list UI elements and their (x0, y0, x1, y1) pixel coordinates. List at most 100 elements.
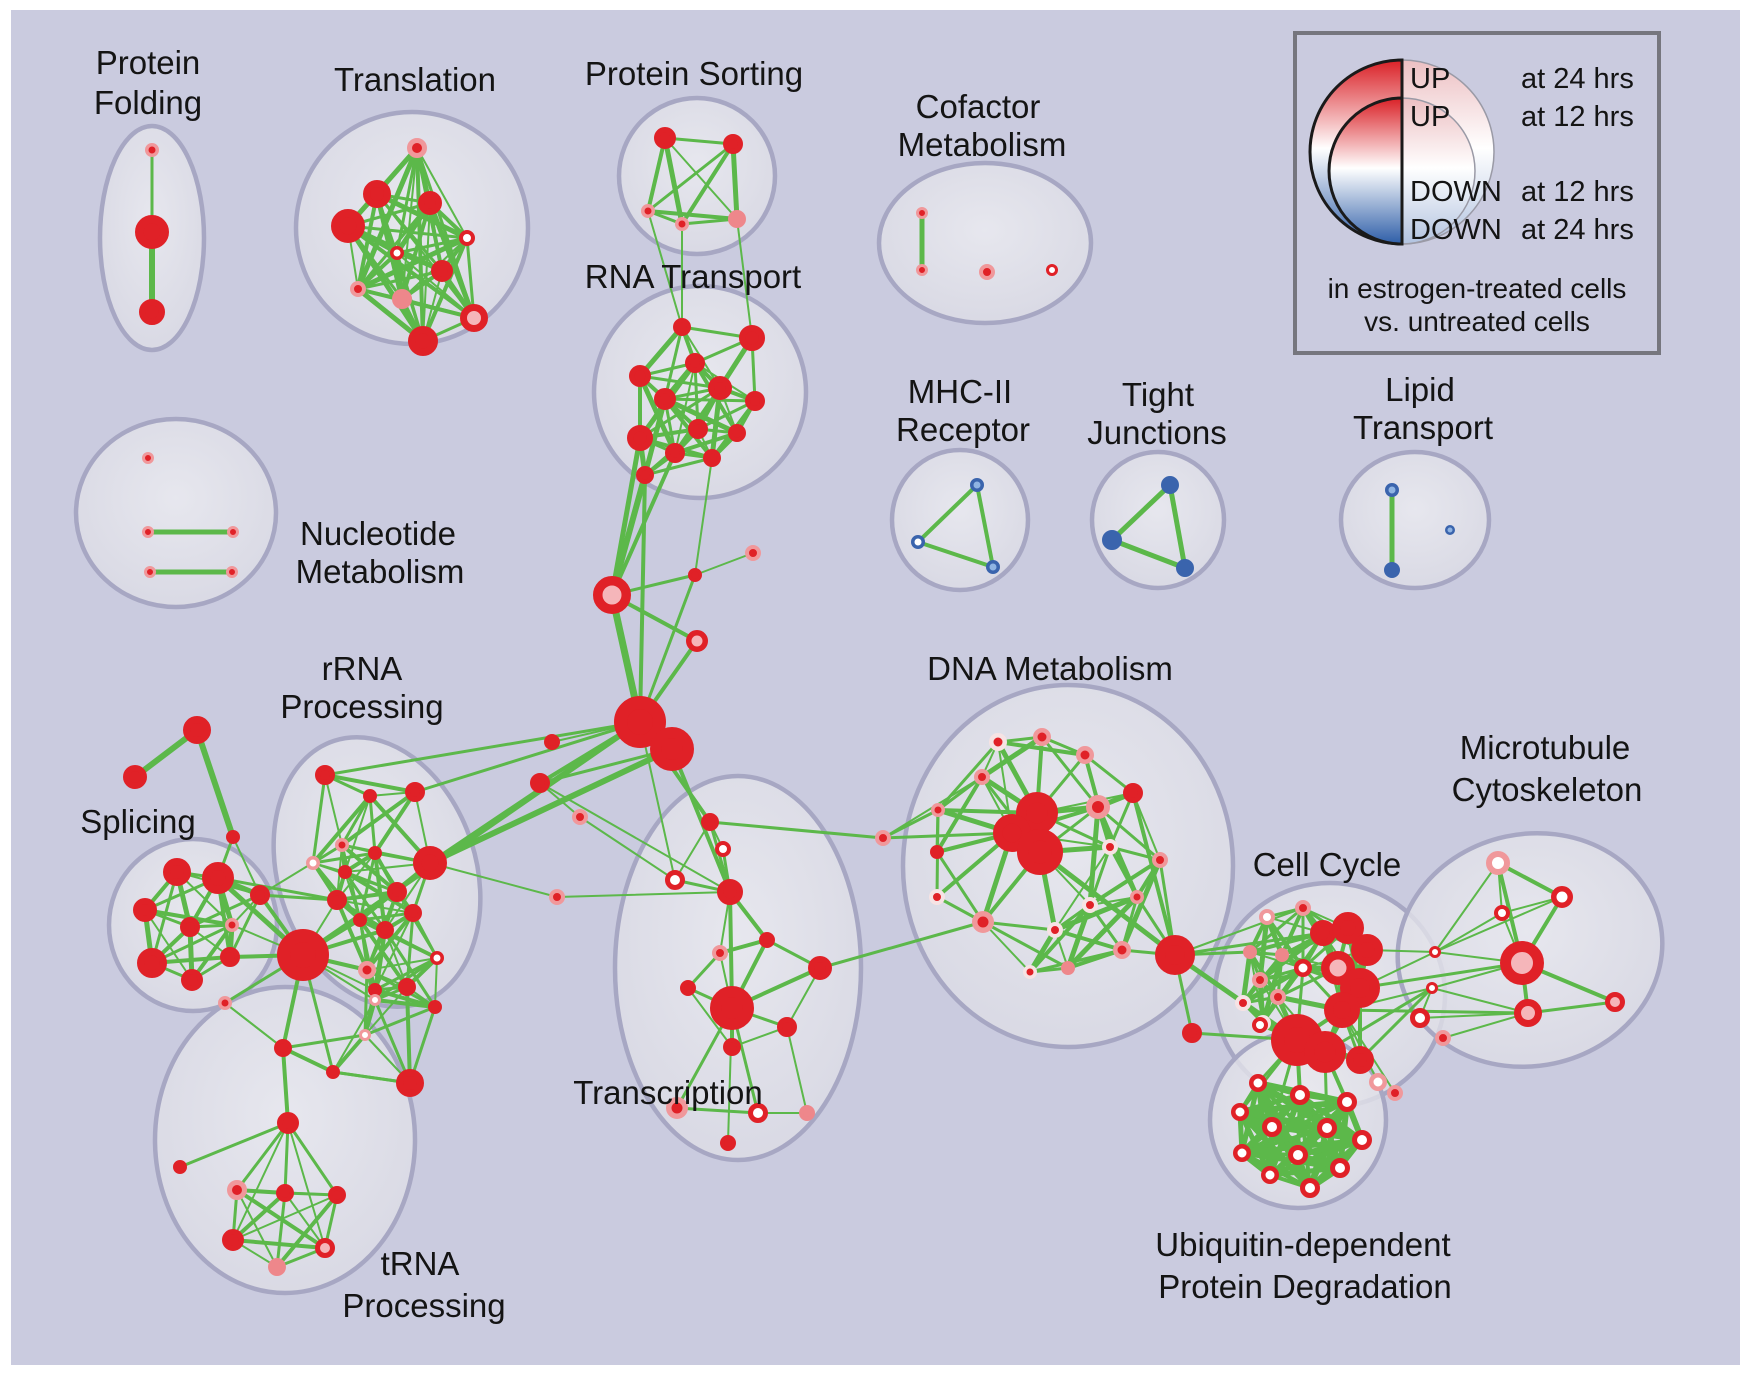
legend-direction-label: UP (1410, 101, 1450, 133)
edge (396, 252, 475, 319)
gene-node-dn-16 (1047, 922, 1063, 938)
edge (670, 747, 732, 894)
gene-node-dn-2 (1076, 746, 1094, 764)
edge (694, 457, 713, 576)
gene-node-ch-4 (614, 696, 666, 748)
gene-node-dn-20 (1061, 961, 1075, 975)
gene-node-ch-1 (688, 568, 702, 582)
edge (818, 920, 985, 970)
gene-node-dn-1 (1033, 728, 1051, 746)
legend-time-label: at 24 hrs (1521, 63, 1634, 95)
edge (235, 1121, 290, 1192)
edge (646, 209, 739, 221)
legend-time-label: at 24 hrs (1521, 214, 1634, 246)
gene-node-ub-12 (1252, 1017, 1268, 1033)
edge (178, 1121, 290, 1169)
edge (1358, 961, 1524, 990)
gene-node-tx-7 (680, 980, 696, 996)
edge (405, 985, 412, 1085)
gene-node-rr-4 (306, 856, 320, 870)
edge (363, 998, 377, 1037)
edge (1434, 912, 1503, 953)
edge (194, 727, 236, 840)
gene-node-tr-4 (459, 230, 475, 246)
edge (982, 921, 1031, 973)
edge (1442, 1012, 1529, 1039)
edge (363, 1005, 437, 1037)
edge (646, 136, 667, 213)
edge (275, 1191, 287, 1269)
legend-time-label: at 12 hrs (1521, 101, 1634, 133)
edge (1340, 1008, 1530, 1015)
edge (228, 893, 262, 959)
edge (680, 142, 735, 226)
edge (647, 210, 683, 328)
gene-node-sp-3 (180, 917, 200, 937)
edge (1526, 1000, 1617, 1015)
gene-node-rr-24 (369, 994, 381, 1006)
edge (1280, 906, 1305, 957)
gene-node-tr-0 (407, 138, 427, 158)
legend-caption: in estrogen-treated cells (1328, 273, 1627, 304)
gene-node-rr-8 (387, 882, 407, 902)
gene-node-rr-16 (398, 978, 416, 996)
gene-node-rr-10 (353, 913, 367, 927)
legend: UP at 24 hrs UP at 12 hrs DOWN at 12 hrs DOWN a… (1293, 31, 1661, 355)
gene-node-cf-0 (916, 207, 928, 219)
gene-node-cc-1 (1295, 900, 1311, 916)
cluster-bubble-nucleotide-metabolism (73, 416, 279, 610)
gene-node-rt-2 (685, 353, 705, 373)
gene-node-sp-8 (250, 885, 270, 905)
gene-node-nm-0 (142, 452, 154, 464)
gene-node-dn-9 (1017, 829, 1063, 875)
cluster-label: Ubiquitin-dependent (1155, 1226, 1450, 1263)
gene-node-dn-8 (993, 814, 1031, 852)
edge (421, 236, 469, 343)
gene-node-tr-5 (390, 246, 404, 260)
gene-node-rr-17 (428, 1000, 442, 1014)
gene-node-tx-15 (720, 1135, 736, 1151)
gene-node-dn-19 (1023, 965, 1037, 979)
edge (1108, 845, 1139, 899)
edge (1120, 895, 1139, 952)
edge (696, 399, 757, 431)
gene-node-rt-7 (688, 419, 708, 439)
gene-node-ub-4 (1262, 1117, 1282, 1137)
edge (1248, 906, 1305, 954)
gene-node-rr-6 (368, 846, 382, 860)
edge (1240, 949, 1253, 1006)
gene-node-mt-1 (1426, 982, 1438, 994)
edge (373, 790, 417, 855)
node-layer (123, 127, 1625, 1276)
edge (1028, 903, 1092, 974)
edge (663, 397, 757, 403)
gene-node-ch-0 (593, 576, 631, 614)
gene-node-dn-13 (1130, 890, 1144, 904)
gene-node-nm-3 (144, 566, 156, 578)
gene-node-tr-3 (331, 209, 365, 243)
cluster-label: tRNA (381, 1245, 460, 1282)
gene-node-tn-6 (315, 1238, 335, 1258)
edge (374, 999, 411, 1084)
cluster-bubble-mhc-ii-receptor (889, 447, 1031, 593)
gene-node-tx-13 (748, 1103, 768, 1123)
gene-node-dn-22 (875, 830, 891, 846)
gene-node-cc-18 (1346, 1046, 1374, 1074)
legend-direction-label: UP (1410, 63, 1450, 95)
cluster-label: Junctions (1087, 414, 1226, 451)
gene-node-mt-7 (1605, 992, 1625, 1012)
gene-node-dn-6 (930, 845, 944, 859)
edge (708, 820, 885, 840)
gene-node-ch-5 (650, 727, 694, 771)
edge (694, 552, 754, 576)
gene-node-tx-6 (712, 945, 728, 961)
cluster-label: Protein (96, 44, 201, 81)
gene-node-cc-2 (1243, 945, 1257, 959)
cluster-bubble-trna-processing (152, 984, 418, 1296)
edge (786, 1026, 808, 1114)
cluster-label: Translation (334, 61, 496, 98)
gene-node-tn-0 (277, 1112, 299, 1134)
gene-node-nm-2 (227, 526, 239, 538)
edge (284, 1192, 326, 1249)
